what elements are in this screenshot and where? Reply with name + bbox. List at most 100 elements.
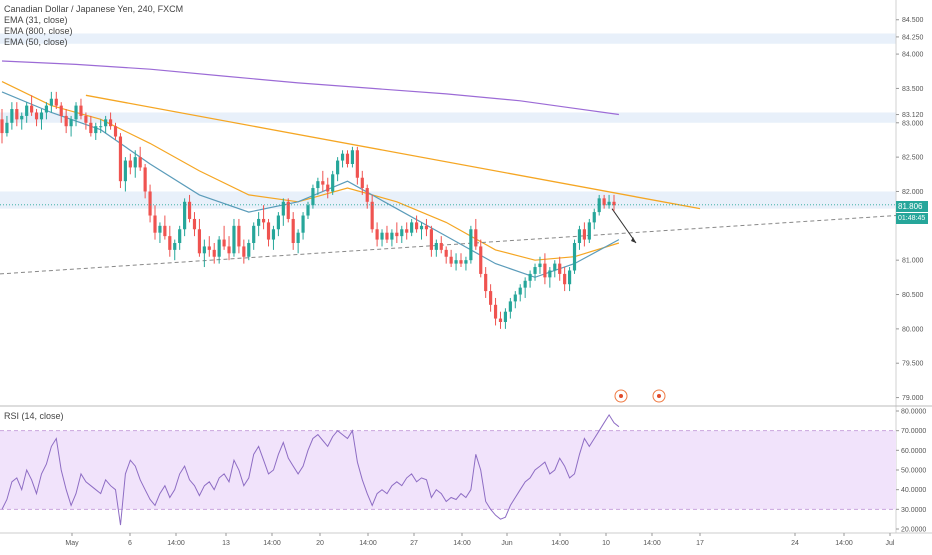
candle-body	[123, 160, 127, 182]
rsi-tick-label: 60.0000	[901, 448, 926, 455]
candle-body	[469, 229, 473, 261]
candle-body	[84, 115, 88, 123]
candle-body	[311, 188, 315, 206]
candle-body	[296, 232, 300, 243]
price-tick-label: 83.120	[902, 112, 924, 119]
candle-body	[212, 249, 216, 257]
event-marker-dot	[657, 394, 661, 398]
candle-body	[597, 198, 601, 213]
candle-body	[508, 301, 512, 312]
candle-body	[528, 273, 532, 281]
candle-body	[34, 112, 39, 120]
candle-body	[434, 243, 438, 250]
time-tick-label: 14:00	[263, 540, 281, 547]
candle-body	[163, 225, 167, 237]
candle-body	[271, 229, 276, 240]
price-tick-label: 81.000	[902, 258, 924, 265]
ema50-line	[1, 81, 620, 261]
candle-body	[222, 239, 226, 247]
candle-body	[20, 115, 24, 120]
candle-body	[15, 109, 19, 120]
candle-body	[281, 201, 285, 216]
candle-body	[518, 287, 522, 295]
candle-body	[187, 201, 192, 219]
ema50-legend[interactable]: EMA (50, close)	[4, 37, 68, 47]
candle-body	[118, 136, 123, 182]
candle-body	[202, 246, 206, 254]
candle-body	[577, 229, 582, 243]
candle-body	[5, 122, 9, 134]
chart-title: Canadian Dollar / Japanese Yen, 240, FXC…	[4, 4, 184, 14]
price-legend: Canadian Dollar / Japanese Yen, 240, FXC…	[4, 4, 183, 48]
candle-body	[439, 243, 443, 250]
ema31-legend[interactable]: EMA (31, close)	[4, 15, 68, 25]
candle-body	[355, 150, 359, 178]
price-tick-label: 80.500	[902, 292, 924, 299]
candle-body	[79, 105, 83, 116]
time-tick-label: 6	[128, 540, 132, 547]
candle-body	[113, 126, 118, 137]
candle-body	[153, 215, 157, 233]
candle-body	[548, 270, 552, 278]
candle-body	[49, 98, 53, 106]
candle-body	[266, 222, 271, 240]
candle-body	[242, 246, 246, 257]
time-tick-label: 17	[696, 540, 704, 547]
candle-body	[498, 318, 503, 322]
candle-body	[479, 246, 483, 274]
candle-body	[395, 232, 399, 237]
price-tick-label: 84.500	[902, 17, 924, 24]
time-tick-label: 14:00	[551, 540, 569, 547]
price-tick-label: 79.500	[902, 361, 924, 368]
price-tick-label: 83.500	[902, 86, 924, 93]
candle-body	[301, 215, 305, 233]
candle-body	[543, 263, 547, 278]
price-tick-label: 82.500	[902, 155, 924, 162]
candle-body	[143, 167, 147, 192]
candle-body	[567, 270, 572, 285]
ema800-legend[interactable]: EMA (800, close)	[4, 26, 73, 36]
rsi-title[interactable]: RSI (14, close)	[4, 411, 64, 421]
price-tick-label: 84.000	[902, 52, 924, 59]
candle-body	[168, 236, 172, 250]
price-zone	[0, 191, 896, 209]
candle-body	[414, 222, 419, 230]
price-zone	[0, 33, 896, 44]
candle-body	[474, 229, 478, 247]
candle-body	[44, 105, 49, 113]
candle-body	[197, 229, 202, 254]
candle-body	[523, 280, 527, 288]
ema31-line	[1, 91, 620, 278]
candle-body	[400, 229, 404, 237]
event-marker-dot	[619, 394, 623, 398]
candle-body	[148, 191, 152, 216]
candle-body	[54, 98, 58, 106]
candle-body	[538, 263, 542, 268]
time-tick-label: Jul	[886, 540, 895, 547]
candle-body	[587, 222, 591, 240]
candle-body	[74, 105, 78, 120]
rsi-line	[1, 413, 620, 526]
time-tick-label: 20	[316, 540, 324, 547]
candle-body	[257, 218, 261, 226]
ema800-line	[1, 60, 619, 116]
candle-body	[217, 239, 221, 257]
rsi-legend: RSI (14, close)	[4, 411, 64, 422]
candle-body	[493, 304, 498, 319]
candle-body	[173, 243, 177, 250]
event-marker	[652, 389, 666, 403]
candle-body	[321, 181, 325, 185]
candle-body	[192, 218, 197, 230]
candle-body	[138, 157, 142, 168]
candle-body	[316, 181, 320, 189]
candle-body	[612, 201, 616, 206]
candle-body	[459, 260, 463, 264]
event-marker	[614, 389, 628, 403]
time-tick-label: 14:00	[453, 540, 471, 547]
candle-body	[489, 291, 493, 305]
candle-body	[365, 188, 369, 202]
candle-body	[276, 215, 280, 230]
candle-body	[405, 229, 409, 233]
